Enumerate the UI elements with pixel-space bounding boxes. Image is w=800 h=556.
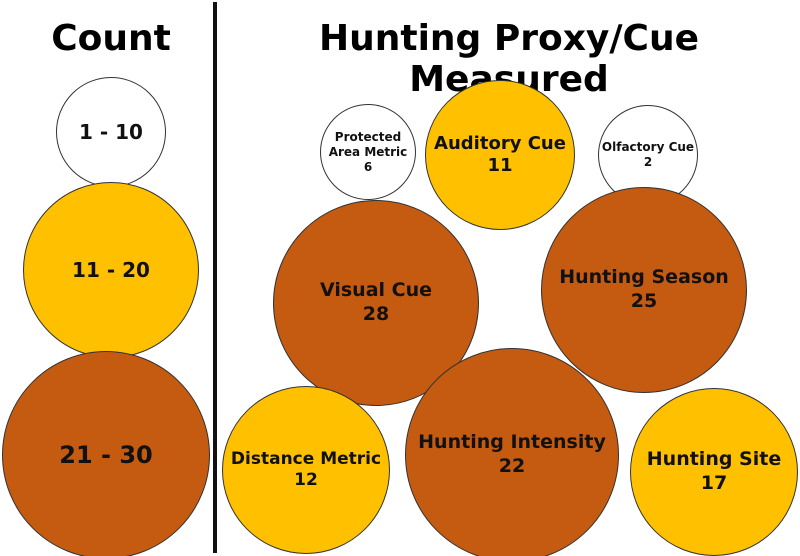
node: Distance Metric 12 xyxy=(222,386,390,554)
node-label: Hunting Season xyxy=(559,266,729,289)
node-value: 22 xyxy=(498,455,526,477)
node-value: 28 xyxy=(362,303,390,325)
node: Protected Area Metric 6 xyxy=(320,104,416,200)
node-value: 11 xyxy=(487,155,513,176)
node-label: Hunting Site xyxy=(646,448,782,471)
node-value: 12 xyxy=(294,470,318,490)
node: Hunting Site 17 xyxy=(630,388,798,556)
node-label: Protected Area Metric xyxy=(328,129,408,159)
title: Hunting Proxy/Cue Measured xyxy=(318,18,700,100)
node: Auditory Cue 11 xyxy=(425,80,575,230)
legend-item: 21 - 30 xyxy=(2,351,210,556)
node: Hunting Season 25 xyxy=(541,187,747,393)
node-value: 2 xyxy=(643,155,653,169)
node-value: 17 xyxy=(700,472,728,494)
node-label: Distance Metric xyxy=(230,448,382,469)
node-value: 25 xyxy=(630,290,658,312)
legend-label: 21 - 30 xyxy=(59,441,153,469)
legend-title: Count xyxy=(51,18,171,59)
legend-label: 11 - 20 xyxy=(72,257,150,282)
node-label: Visual Cue xyxy=(319,279,433,302)
node-label: Auditory Cue xyxy=(434,132,566,154)
node-label: Olfactory Cue xyxy=(601,140,695,154)
legend-item: 11 - 20 xyxy=(23,182,199,358)
node-value: 6 xyxy=(363,159,373,174)
node: Visual Cue 28 xyxy=(273,200,479,406)
node-label: Hunting Intensity xyxy=(418,431,606,454)
legend-item: 1 - 10 xyxy=(56,77,166,187)
legend-label: 1 - 10 xyxy=(79,119,143,144)
divider xyxy=(213,2,217,553)
node: Hunting Intensity 22 xyxy=(405,348,619,556)
